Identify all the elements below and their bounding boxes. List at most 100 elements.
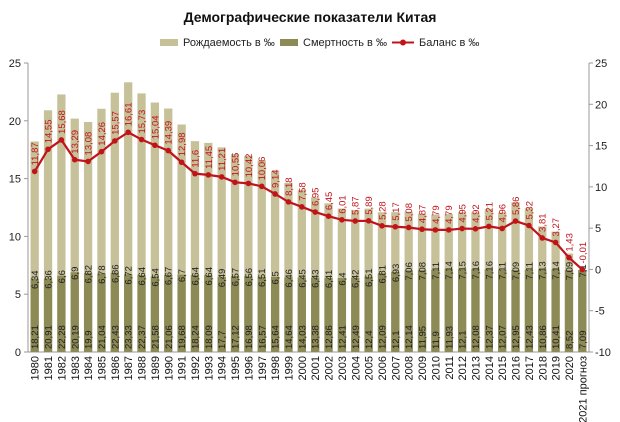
birth-bar (230, 154, 240, 352)
right-tick-label: 10 (595, 182, 607, 194)
death-value-label: 6,9 (70, 267, 81, 280)
balance-point (45, 146, 51, 153)
balance-point (392, 223, 399, 230)
axes: 0 5 10 15 20 25 -10 -5 0 5 10 15 20 25 (9, 58, 611, 359)
birth-bar (190, 141, 200, 352)
death-bar (457, 269, 467, 352)
x-tick-label: 1999 (283, 356, 295, 380)
balance-point (405, 224, 412, 231)
balance-point (325, 213, 332, 219)
birth-value-label: 19,68 (177, 325, 188, 349)
birth-value-label: 23,33 (124, 325, 135, 349)
balance-point (272, 191, 278, 197)
balance-value-label: 11,45 (204, 146, 215, 169)
balance-value-label: 13,08 (84, 132, 95, 156)
balance-value-label: 8,18 (284, 177, 295, 196)
balance-point (205, 172, 212, 178)
birth-value-label: 10,41 (551, 325, 562, 349)
death-value-label: 6,36 (44, 270, 55, 289)
death-bar (164, 274, 173, 352)
balance-value-label: 15,04 (150, 115, 161, 139)
balance-point (125, 129, 131, 136)
x-tick-label: 2005 (364, 356, 376, 380)
balance-value-label: 4,87 (418, 205, 429, 224)
birth-bar (110, 92, 119, 352)
birth-value-label: 11,95 (418, 326, 429, 349)
legend-swatch-death (280, 39, 298, 46)
balance-point (85, 158, 91, 165)
birth-bar (150, 102, 160, 352)
death-value-label: 6,7 (177, 269, 188, 282)
birth-bar (43, 110, 53, 353)
death-value-label: 6,57 (231, 268, 242, 287)
x-tick-label: 2018 (537, 356, 549, 380)
x-tick-label: 1980 (30, 356, 42, 380)
x-tick-label: 1984 (83, 356, 95, 380)
death-bar (83, 273, 93, 352)
balance-value-label: 4,79 (444, 205, 455, 224)
death-value-label: 6,41 (324, 270, 335, 289)
balance-point (31, 168, 38, 175)
death-bar (150, 276, 160, 352)
birth-bar (124, 82, 133, 352)
balance-value-label: 1,43 (564, 233, 575, 252)
death-value-label: 6,43 (311, 269, 322, 288)
balance-value-label: 5,21 (484, 202, 495, 221)
balance-point (486, 223, 492, 230)
balance-value-label: 4,92 (471, 204, 482, 223)
right-tick-label: 0 (595, 264, 601, 276)
death-value-label: 7,14 (551, 261, 562, 280)
x-axis-ticks: 1980 1981 1982 1983 1984 1985 1986 1987 1988 1989… (30, 356, 590, 422)
balance-point (526, 222, 532, 229)
x-tick-label: 1991 (177, 356, 189, 380)
death-value-label: 7,08 (418, 262, 429, 281)
death-bar (337, 278, 347, 352)
birth-value-label: 12,1 (391, 331, 402, 350)
birth-value-label: 12,08 (471, 325, 482, 349)
right-tick-label: 5 (595, 223, 601, 235)
balance-value-label: -0,01 (578, 242, 589, 264)
balance-value-label: 3,81 (538, 213, 549, 232)
death-value-label: 6,82 (84, 265, 95, 284)
birth-value-label: 21,04 (97, 325, 108, 349)
birth-bar (164, 108, 173, 352)
balance-point (365, 217, 372, 224)
death-bar (30, 278, 39, 352)
right-tick-label: 25 (595, 58, 607, 70)
death-bar (351, 277, 360, 352)
balance-point (379, 223, 385, 229)
birth-bar (70, 118, 79, 352)
x-tick-label: 1994 (217, 356, 229, 380)
balance-point (232, 179, 238, 186)
death-bar (364, 276, 373, 352)
x-tick-label: 1993 (203, 356, 215, 380)
death-bar (377, 273, 387, 352)
x-tick-label: 2010 (430, 356, 442, 380)
death-bar (524, 269, 534, 352)
balance-point (472, 226, 479, 232)
birth-bar (284, 182, 293, 352)
x-tick-label: 1985 (96, 356, 108, 380)
birth-value-label: 20,19 (70, 325, 81, 349)
birth-value-label: 14,03 (297, 325, 308, 349)
death-value-label: 6,86 (110, 264, 121, 283)
x-tick-label: 1982 (56, 356, 68, 380)
death-value-label: 7,16 (484, 261, 495, 280)
death-bar (324, 277, 333, 352)
death-bar (391, 271, 400, 352)
death-value-label: 6,67 (164, 267, 175, 286)
legend-label-death: Смертность в ‰ (303, 37, 387, 49)
balance-value-label: 4,95 (458, 204, 469, 223)
balance-value-label: 10,42 (244, 154, 255, 178)
birth-labels: 18,21 20,91 22,28 20,19 19,9 21,04 22,43 23,33 2… (30, 325, 589, 349)
death-value-label: 7,16 (471, 261, 482, 280)
death-value-label: 7,11 (498, 262, 509, 280)
death-bar (257, 276, 266, 352)
death-value-label: 6,64 (190, 267, 201, 286)
death-bar (70, 272, 79, 352)
left-tick-label: 20 (9, 116, 21, 128)
x-tick-label: 2009 (417, 356, 429, 380)
birth-value-label: 7,09 (578, 331, 589, 350)
death-bar (244, 276, 253, 352)
balance-point (579, 266, 586, 273)
